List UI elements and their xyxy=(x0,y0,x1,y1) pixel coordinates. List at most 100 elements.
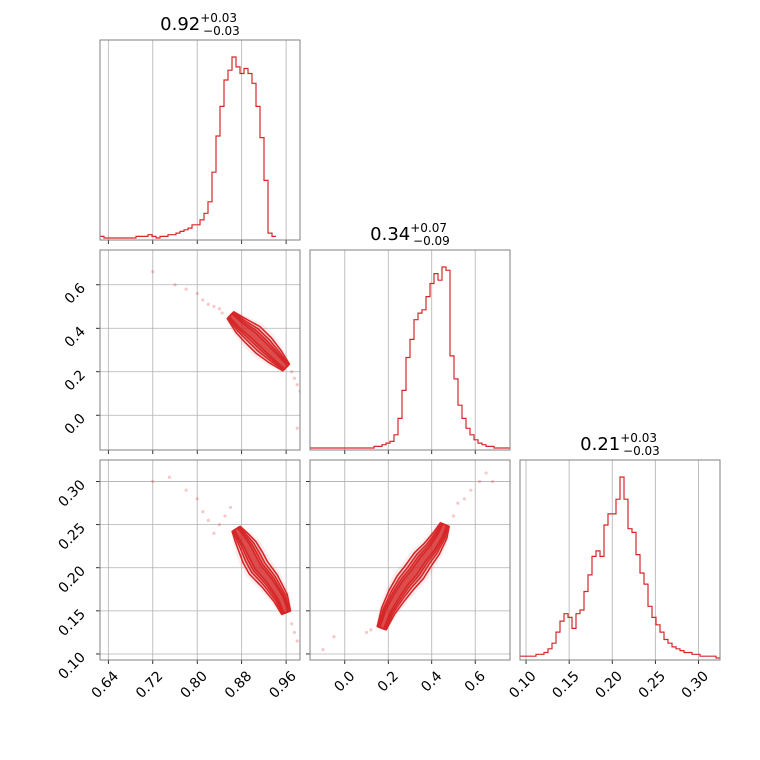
density-contours xyxy=(151,270,304,430)
sample-point xyxy=(321,648,325,652)
sample-point xyxy=(477,479,482,484)
parameter-value: 0.92 xyxy=(160,14,200,35)
contour-fill-level xyxy=(228,313,289,370)
sample-point xyxy=(469,488,473,492)
contour-fill-level xyxy=(232,526,291,615)
y-tick-label: 0.25 xyxy=(55,520,88,553)
y-tick-label: 0.10 xyxy=(55,649,88,682)
sample-point xyxy=(212,304,216,309)
scatter-panel-3: 0.0 0.2 0.4 0.6 xyxy=(306,459,511,695)
sample-point xyxy=(151,270,155,274)
histogram-panel-1: 0.92+0.03 −0.03 xyxy=(99,11,301,244)
histogram-frame xyxy=(99,39,301,241)
contour-line-level xyxy=(227,312,290,371)
sample-point xyxy=(295,426,299,430)
contour-line-level xyxy=(228,312,289,370)
x-tick-label: 0.30 xyxy=(679,668,712,701)
histogram-frame xyxy=(519,459,721,661)
scatter-frame xyxy=(99,459,301,661)
histogram-panel-3: 0.10 0.15 0.20 0.25 0.30 0.21+0.03 −0.03 xyxy=(506,431,721,702)
parameter-plus-error: +0.07 xyxy=(410,221,447,235)
sample-point xyxy=(217,307,222,311)
y-tick-label: 0.6 xyxy=(62,280,89,307)
sample-point xyxy=(184,287,188,291)
y-tick-label: 0.20 xyxy=(55,563,88,596)
density-contours xyxy=(321,471,495,652)
parameter-title: 0.21+0.03 −0.03 xyxy=(580,431,660,458)
parameter-value: 0.34 xyxy=(370,224,410,245)
x-tick-label: 0.96 xyxy=(266,668,299,701)
y-tick-label: 0.2 xyxy=(62,367,89,394)
histogram-step-line xyxy=(310,266,510,449)
x-tick-label: 0.80 xyxy=(177,668,210,701)
scatter-frame xyxy=(99,249,301,451)
scatter-frame xyxy=(309,459,511,661)
histogram-frame xyxy=(309,249,511,451)
sample-point xyxy=(295,383,299,387)
sample-point xyxy=(195,497,199,501)
parameter-minus-error: −0.09 xyxy=(413,234,450,248)
contour-fill-level xyxy=(229,313,288,369)
sample-point xyxy=(292,376,297,380)
scatter-panel-2: 0.64 0.72 0.80 0.88 0.96 0.10 0.15 0.20 0.25 0.30 xyxy=(55,459,301,702)
sample-point xyxy=(462,497,466,501)
y-tick-label: 0.30 xyxy=(55,477,88,510)
contour-line-level xyxy=(233,526,290,615)
sample-point xyxy=(292,630,297,635)
contour-fill-level xyxy=(228,312,289,370)
x-tick-label: 0.15 xyxy=(549,668,582,701)
parameter-title: 0.34+0.07 −0.09 xyxy=(370,221,450,248)
x-tick-label: 0.6 xyxy=(462,668,489,695)
sample-point xyxy=(206,518,210,522)
contour-fill-level xyxy=(379,523,447,629)
y-tick-label: 0.0 xyxy=(62,411,89,438)
parameter-minus-error: −0.03 xyxy=(623,444,660,458)
contour-line-level xyxy=(226,310,291,372)
contour-line-level xyxy=(378,522,448,630)
contour-line-level xyxy=(226,311,290,372)
contour-line-level xyxy=(231,525,292,616)
contour-fill-level xyxy=(233,527,289,614)
x-tick-label: 0.25 xyxy=(636,668,669,701)
x-tick-label: 0.10 xyxy=(506,668,539,701)
sample-point xyxy=(301,401,304,404)
parameter-plus-error: +0.03 xyxy=(200,11,237,25)
sample-point xyxy=(201,298,205,302)
histogram-panel-2: 0.34+0.07 −0.09 xyxy=(309,221,511,454)
sample-cloud xyxy=(376,522,451,631)
sample-point xyxy=(167,475,172,479)
x-tick-label: 0.4 xyxy=(418,668,445,695)
sample-point xyxy=(217,523,222,527)
sample-point xyxy=(484,471,488,475)
sample-point xyxy=(223,514,227,518)
x-tick-label: 0.0 xyxy=(331,668,358,695)
sample-point xyxy=(364,630,369,635)
contour-line-level xyxy=(378,522,449,631)
contour-fill-level xyxy=(227,311,290,371)
contour-line-level xyxy=(232,525,291,615)
parameter-minus-error: −0.03 xyxy=(203,24,240,38)
density-contours xyxy=(151,475,299,643)
parameter-title: 0.92+0.03 −0.03 xyxy=(160,11,240,38)
sample-point xyxy=(290,370,294,374)
contour-fill-level xyxy=(234,527,288,614)
x-tick-label: 0.72 xyxy=(133,668,166,701)
sample-point xyxy=(451,514,456,518)
sample-cloud xyxy=(226,310,291,372)
sample-point xyxy=(201,510,205,514)
sample-point xyxy=(195,291,199,296)
sample-point xyxy=(369,628,373,632)
histogram-step-line xyxy=(520,476,720,659)
contour-line-level xyxy=(376,521,451,631)
sample-point xyxy=(295,639,299,643)
sample-point xyxy=(332,635,336,639)
sample-point xyxy=(212,531,216,535)
x-tick-label: 0.88 xyxy=(222,668,255,701)
sample-point xyxy=(184,488,188,492)
sample-point xyxy=(220,311,224,315)
sample-cloud xyxy=(231,525,292,615)
corner-plot-panels: 0.92+0.03 −0.030.34+0.07 −0.090.10 0.15 0.20… xyxy=(55,11,721,702)
y-tick-label: 0.15 xyxy=(55,606,88,639)
sample-point xyxy=(456,501,460,505)
